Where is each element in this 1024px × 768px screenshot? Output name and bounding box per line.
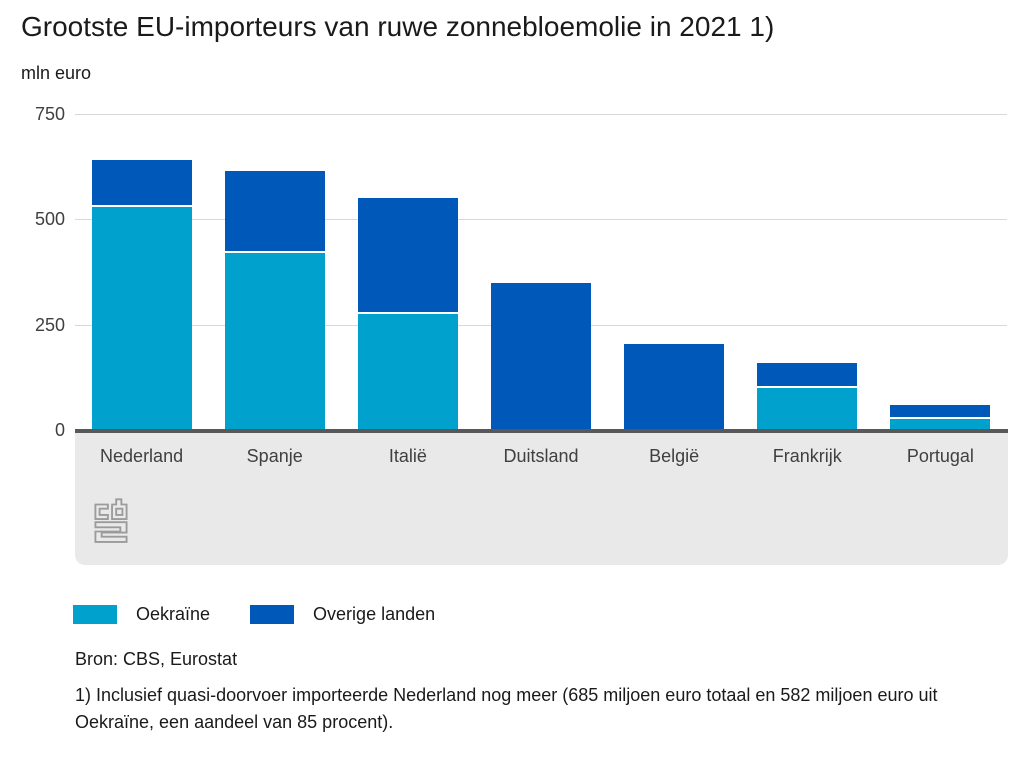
legend-item-1: Overige landen [250,604,435,625]
bar-group-portugal [890,404,991,430]
segment-divider [890,417,991,420]
source-text: Bron: CBS, Eurostat [75,649,238,669]
cbs-logo-s [94,521,128,543]
segment-divider [357,312,458,315]
bar-group-nederland [91,160,192,430]
category-label-frankrijk: Frankrijk [772,446,842,466]
bar-segment-overige-landen [91,160,192,205]
gridline-500 [75,219,1007,221]
legend: Oekraïne Overige landen [73,604,435,625]
category-label-nederland: Nederland [100,446,184,466]
category-label-spanje: Spanje [246,446,303,466]
segment-divider [91,204,192,207]
bar-segment-overige-landen [757,362,858,386]
cbs-logo-b [111,498,128,520]
bar-segment-overige-landen [357,198,458,313]
gridline-750 [75,114,1007,115]
legend-swatch-0 [73,605,117,624]
x-axis-line [75,429,1008,433]
bar-group-belgië [624,343,725,430]
segment-divider [757,385,858,388]
y-axis-tick-250: 250 [34,314,65,335]
bar-segment-overige-landen [491,282,591,430]
bar-group-frankrijk [757,362,858,430]
bar-segment-oekraine [357,314,458,430]
category-label-belgië: België [649,446,700,466]
cbs-logo-b-counter [115,507,124,516]
bar-group-spanje [224,170,325,430]
legend-label-0: Oekraïne [136,604,211,624]
segment-divider [224,250,325,253]
category-label-portugal: Portugal [906,446,974,466]
y-axis-tick-750: 750 [34,104,65,124]
bar-segment-overige-landen [624,343,725,430]
bar-segment-overige-landen [890,404,991,418]
legend-label-1: Overige landen [313,604,436,624]
bar-segment-oekraine [757,387,858,430]
legend-item-0: Oekraïne [73,604,210,625]
category-label-italië: Italië [388,446,427,466]
bar-segment-oekraine [224,252,325,430]
bar-segment-oekraine [91,206,192,430]
legend-swatch-1 [250,605,295,624]
chart-title: Grootste EU-importeurs van ruwe zonneblo… [21,11,775,42]
bar-segment-oekraine [890,419,991,430]
bar-segment-overige-landen [224,170,325,251]
y-axis-tick-500: 500 [34,209,65,230]
bar-group-duitsland [491,282,591,430]
category-label-duitsland: Duitsland [503,446,579,466]
cbs-logo-c [94,503,109,520]
x-axis-band: Nederland Spanje Italië Duitsland België Fran… [75,433,1008,565]
plot-area: 750 500 250 0 [35,104,1007,440]
bar-group-italië [357,198,458,430]
y-axis-tick-0: 0 [54,420,65,440]
unit-label: mln euro [21,63,92,83]
cbs-logo [94,498,128,543]
footnote-text: 1) Inclusief quasi-doorvoer importeerde … [75,685,938,732]
